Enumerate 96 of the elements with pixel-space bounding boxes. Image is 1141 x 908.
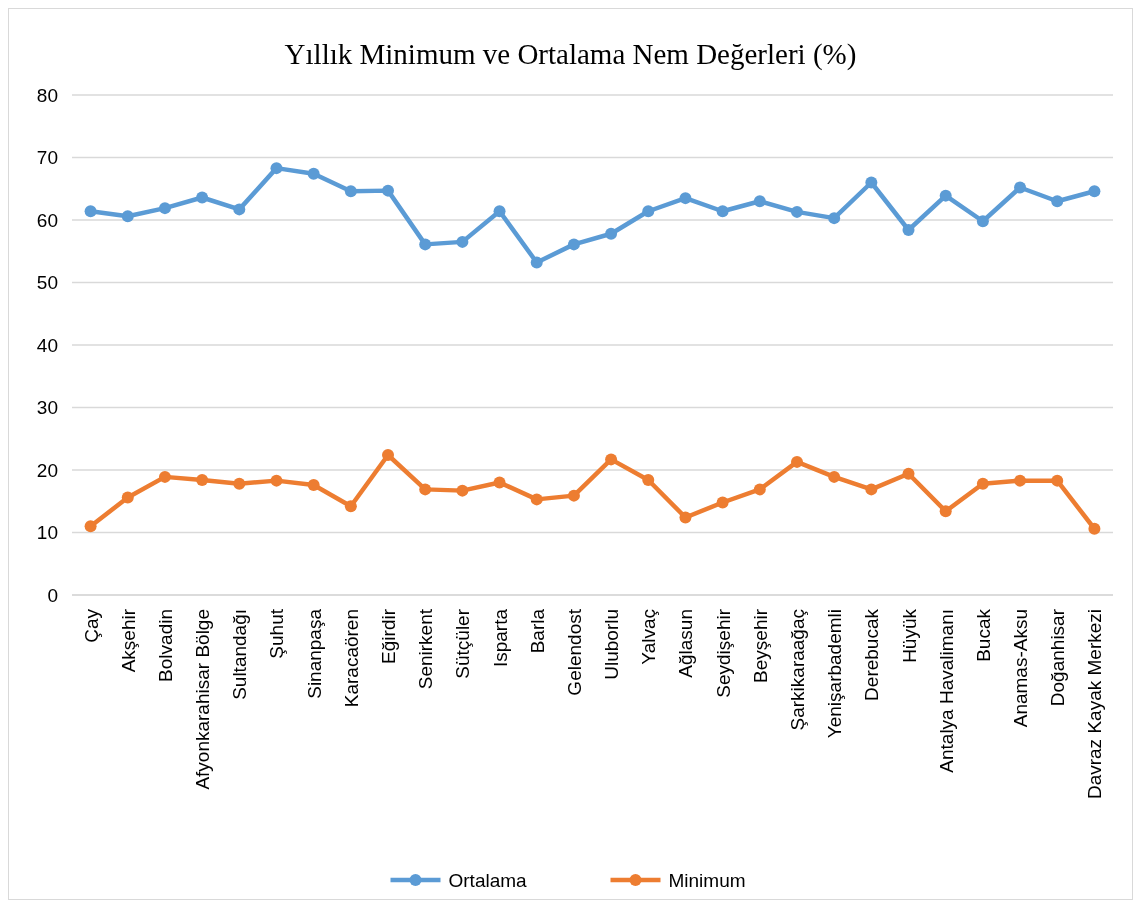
- point: [1088, 522, 1101, 535]
- point: [865, 176, 878, 189]
- x-tick-label: Sütçüler: [452, 608, 474, 679]
- point: [1088, 185, 1101, 198]
- x-tick-label: Seydişehir: [712, 608, 734, 698]
- x-tick-label: Doğanhisar: [1047, 608, 1069, 707]
- x-tick-label: Bucak: [972, 608, 994, 662]
- point: [530, 256, 543, 269]
- point: [976, 477, 989, 490]
- chart-title: Yıllık Minimum ve Ortalama Nem Değerleri (%): [284, 38, 857, 71]
- point: [1014, 474, 1027, 487]
- point: [493, 205, 506, 218]
- point: [196, 474, 209, 486]
- x-tick-label: Çay: [80, 608, 102, 643]
- x-tick-label: Ağlasun: [675, 609, 697, 678]
- legend-label: Ortalama: [448, 869, 528, 891]
- point: [753, 195, 766, 208]
- point: [121, 491, 134, 504]
- x-tick-label: Sinanpaşa: [303, 608, 325, 699]
- y-tick-label: 60: [36, 209, 58, 231]
- x-tick-label: Yenişarbademli: [824, 609, 846, 739]
- point: [716, 496, 729, 509]
- point: [158, 202, 171, 215]
- y-tick-label: 80: [36, 84, 58, 106]
- point: [196, 191, 209, 204]
- point: [382, 449, 395, 461]
- point: [1014, 181, 1027, 194]
- point: [456, 484, 469, 497]
- point: [828, 212, 841, 225]
- x-tick-label: Afyonkarahisar Bölge: [192, 609, 214, 790]
- x-tick-label: Beyşehir: [749, 608, 771, 683]
- point: [939, 189, 952, 202]
- y-tick-label: 30: [36, 397, 58, 419]
- point: [902, 224, 915, 236]
- point: [642, 205, 655, 218]
- point: [382, 184, 395, 197]
- point: [270, 162, 283, 175]
- y-tick-label: 40: [36, 334, 58, 356]
- point: [828, 470, 841, 483]
- point: [865, 483, 878, 496]
- point: [84, 205, 97, 218]
- x-tick-label: Uluborlu: [601, 609, 623, 680]
- point: [344, 500, 357, 513]
- y-tick-label: 10: [36, 522, 58, 544]
- x-tick-label: Bolvadin: [154, 609, 176, 682]
- y-tick-label: 50: [36, 272, 58, 294]
- point: [679, 511, 692, 524]
- point: [605, 453, 618, 466]
- point: [270, 474, 283, 487]
- point: [790, 455, 803, 468]
- x-tick-label: Senirkent: [415, 608, 437, 690]
- x-tick-label: Anamas-Aksu: [1010, 609, 1032, 728]
- point: [233, 203, 246, 216]
- y-tick-label: 70: [36, 147, 58, 169]
- point: [307, 167, 320, 180]
- point: [493, 476, 506, 489]
- x-tick-label: Karacaören: [340, 609, 362, 708]
- point: [419, 483, 432, 496]
- y-tick-label: 0: [47, 584, 58, 606]
- y-tick-label: 20: [36, 459, 58, 481]
- x-tick-label: Derebucak: [861, 608, 883, 701]
- point: [1051, 474, 1064, 487]
- point: [121, 210, 134, 223]
- point: [307, 479, 320, 491]
- x-tick-label: Davraz Kayak Merkezi: [1084, 609, 1106, 800]
- point: [567, 238, 580, 251]
- x-tick-label: Şarkikaraağaç: [786, 609, 808, 731]
- point: [233, 477, 246, 490]
- point: [976, 215, 989, 228]
- x-tick-label: Akşehir: [117, 608, 139, 673]
- point: [790, 205, 803, 218]
- point: [567, 489, 580, 502]
- x-tick-label: Yalvaç: [638, 609, 660, 665]
- x-tick-label: Şuhut: [266, 608, 288, 659]
- point: [642, 474, 655, 486]
- point: [605, 227, 618, 240]
- x-tick-label: Sultandağı: [229, 609, 251, 700]
- point: [902, 467, 915, 480]
- point: [84, 520, 97, 533]
- point: [530, 493, 543, 506]
- point: [344, 185, 357, 198]
- x-tick-label: Gelendost: [563, 608, 585, 696]
- legend-label: Minimum: [668, 869, 746, 891]
- point: [679, 192, 692, 205]
- point: [716, 205, 729, 218]
- x-tick-label: Eğirdir: [378, 608, 400, 664]
- point: [158, 470, 171, 483]
- point: [753, 483, 766, 496]
- point: [939, 505, 952, 518]
- x-tick-label: Barla: [526, 608, 548, 654]
- point: [456, 235, 469, 248]
- point: [419, 238, 432, 251]
- point: [1051, 195, 1064, 208]
- x-tick-label: Isparta: [489, 608, 511, 668]
- x-tick-label: Antalya Havalimanı: [935, 609, 957, 773]
- x-tick-label: Hüyük: [898, 608, 920, 663]
